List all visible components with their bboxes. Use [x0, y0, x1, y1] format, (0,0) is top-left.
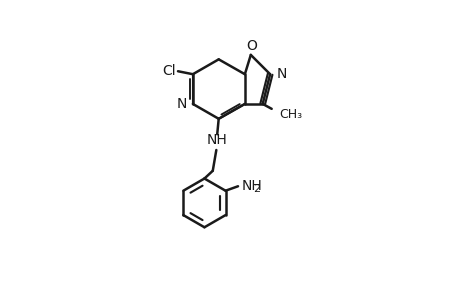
Text: NH: NH [207, 133, 227, 147]
Text: N: N [176, 97, 186, 111]
Text: 2: 2 [252, 184, 259, 194]
Text: N: N [276, 67, 286, 81]
Text: Cl: Cl [162, 64, 175, 78]
Text: O: O [246, 39, 256, 53]
Text: CH₃: CH₃ [279, 108, 302, 121]
Text: NH: NH [241, 179, 262, 193]
